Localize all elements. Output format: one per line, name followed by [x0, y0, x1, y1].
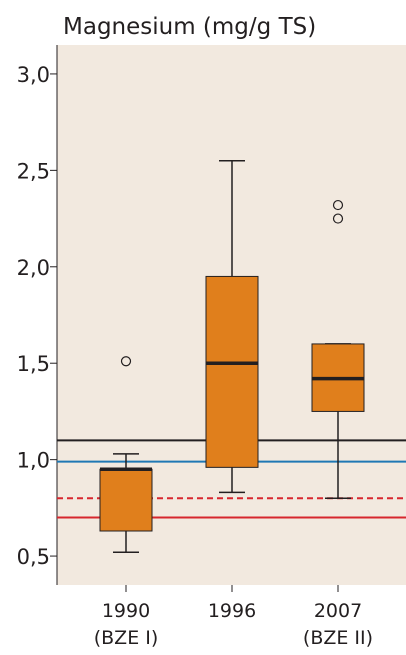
box-1990 — [99, 356, 153, 553]
x-labels-group: 1990 (BZE I) 1996 2007 (BZE II) — [94, 585, 373, 649]
iqr-box — [99, 468, 153, 532]
box-1996 — [205, 159, 259, 494]
x-tick-label: 2007 — [314, 600, 362, 622]
x-tick-label: 1990 — [102, 600, 150, 622]
outlier-point — [332, 213, 344, 224]
x-tick-sublabel: (BZE II) — [303, 627, 373, 649]
x-tick-sublabel: (BZE I) — [94, 627, 159, 649]
boxes-group — [99, 159, 365, 553]
y-tick-label: 1,5 — [17, 352, 50, 376]
x-tick-label: 1996 — [208, 600, 256, 622]
y-tick-label: 0,5 — [17, 545, 50, 569]
y-tick-label: 1,0 — [17, 449, 50, 473]
y-ticks-group: 0,5 1,0 1,5 2,0 2,5 3,0 — [17, 63, 57, 569]
chart-title: Magnesium (mg/g TS) — [63, 14, 317, 40]
outlier-point — [120, 356, 132, 367]
box-2007 — [311, 199, 365, 499]
y-tick-label: 2,0 — [17, 256, 50, 280]
iqr-box — [205, 275, 259, 468]
y-tick-label: 3,0 — [17, 63, 50, 87]
y-tick-label: 2,5 — [17, 159, 50, 183]
outlier-point — [332, 199, 344, 211]
